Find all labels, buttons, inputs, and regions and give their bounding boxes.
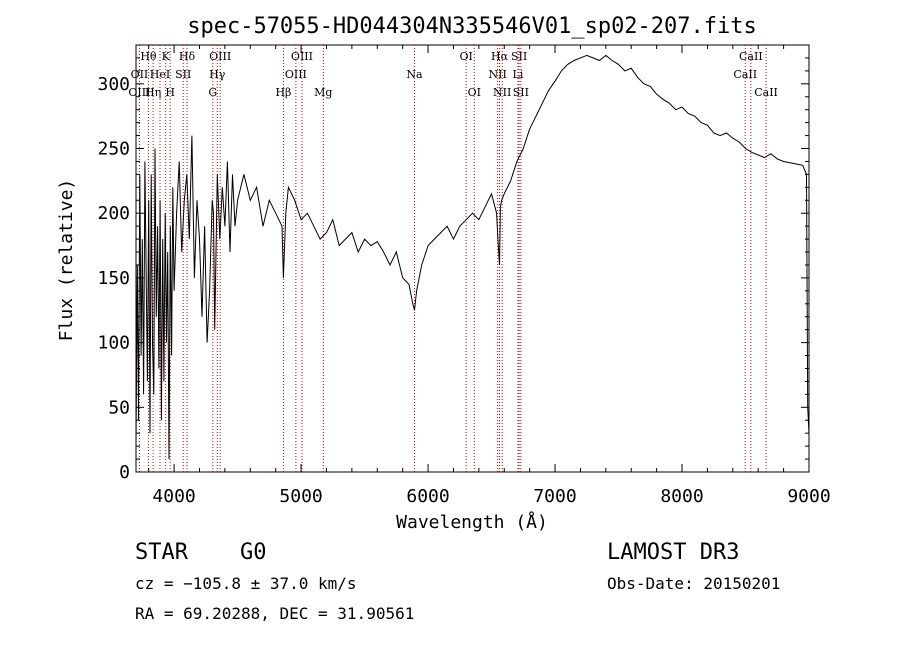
spectral-line-label: NII (493, 86, 511, 99)
spectral-line-label: HeI (150, 68, 170, 81)
spectral-line-markers (138, 45, 767, 472)
spectral-line-label: K (162, 50, 171, 63)
spectral-line-label: SII (511, 50, 527, 63)
y-tick-label: 300 (97, 74, 130, 95)
y-tick-label: 150 (97, 268, 130, 289)
spectral-line-label: OI (468, 86, 481, 99)
spectral-line-label: Hη (145, 86, 161, 99)
x-axis-title: Wavelength (Å) (396, 511, 548, 533)
x-tick-label: 8000 (660, 486, 703, 507)
plot-frame (135, 44, 810, 473)
chart-title: spec-57055-HD044304N335546V01_sp02-207.f… (187, 14, 757, 39)
spectral-line-label: OIII (291, 50, 313, 63)
spectral-line-label: SII (175, 68, 191, 81)
x-tick-label: 9000 (787, 486, 830, 507)
spectral-line-label: CaII (733, 68, 757, 81)
x-tick-label: 6000 (406, 486, 449, 507)
y-tick-label: 0 (119, 462, 130, 483)
y-tick-label: 50 (108, 397, 130, 418)
coordinates: RA = 69.20288, DEC = 31.90561 (135, 604, 415, 623)
y-axis-title: Flux (relative) (56, 179, 77, 342)
redshift-value: cz = −105.8 ± 37.0 km/s (135, 574, 357, 593)
spectral-line-label: SII (513, 86, 529, 99)
y-tick-label: 100 (97, 333, 130, 354)
spectral-line-label: H (165, 86, 175, 99)
spectral-subclass: G0 (240, 540, 267, 565)
spectral-line-label: Na (406, 68, 423, 81)
spectral-line-label: Hβ (275, 86, 291, 99)
spectral-line-label: OIII (128, 86, 150, 99)
spectral-line-label: NII (488, 68, 506, 81)
spectral-line-label: Hθ (140, 50, 157, 63)
y-axis-ticks: 0 50 100 150 200 250 300 (97, 57, 809, 483)
spectral-line-label: Hγ (209, 68, 226, 81)
spectral-line-label: OIII (285, 68, 307, 81)
x-axis-ticks: 4000 5000 6000 7000 8000 9000 (148, 45, 831, 507)
spectral-line-label: OI (459, 50, 472, 63)
spectral-line-label: CaII (739, 50, 763, 63)
x-tick-label: 4000 (152, 486, 195, 507)
y-tick-label: 200 (97, 203, 130, 224)
spectral-line-label: OII (131, 68, 149, 81)
spectral-line-label: Li (513, 68, 524, 81)
spectral-line-label: Hδ (179, 50, 196, 63)
spectral-line-label: OIII (209, 50, 231, 63)
spectral-line-label: Mg (314, 86, 332, 99)
object-class: STAR (135, 540, 188, 565)
observation-date: Obs-Date: 20150201 (607, 574, 781, 593)
spectrum-line (135, 54, 810, 460)
spectral-line-label: Hα (491, 50, 509, 63)
survey-name: LAMOST DR3 (607, 540, 740, 565)
x-tick-label: 5000 (279, 486, 322, 507)
x-tick-label: 7000 (533, 486, 576, 507)
spectral-line-label: G (208, 86, 217, 99)
y-tick-label: 250 (97, 139, 130, 160)
spectral-line-label: CaII (754, 86, 778, 99)
